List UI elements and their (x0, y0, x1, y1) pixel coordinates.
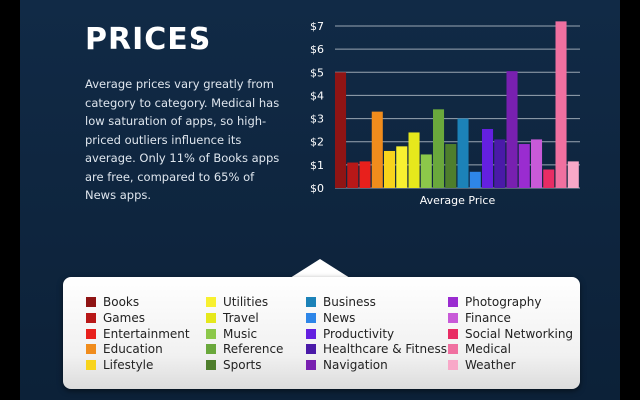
legend-swatch (448, 344, 458, 355)
bar-utilities (396, 146, 408, 188)
legend-swatch (206, 312, 216, 323)
legend-label: Sports (223, 358, 262, 372)
y-tick-label: $0 (310, 182, 324, 195)
legend-item: Travel (206, 311, 259, 325)
bar-sports (445, 144, 457, 188)
legend-label: Productivity (323, 326, 395, 341)
bar-navigation (506, 71, 518, 188)
bar-photography (518, 144, 530, 188)
legend-swatch (86, 344, 96, 355)
legend-swatch (86, 360, 96, 370)
y-tick-label: $2 (310, 136, 324, 149)
bar-news (469, 171, 481, 188)
legend-swatch (306, 328, 316, 339)
legend-item: Sports (206, 358, 261, 372)
y-tick-label: $1 (310, 159, 324, 172)
legend-item: Navigation (306, 358, 388, 372)
bar-reference (433, 109, 445, 188)
bar-business (457, 118, 469, 188)
legend-pointer (290, 259, 350, 278)
y-tick-label: $6 (310, 43, 324, 56)
legend-swatch (86, 297, 96, 307)
legend-item: Medical (448, 342, 511, 356)
bar-books (335, 72, 347, 188)
legend-item: Reference (206, 342, 283, 356)
bar-travel (408, 132, 420, 188)
legend-item: News (306, 311, 355, 325)
legend-item: Music (206, 327, 257, 341)
legend-label: Lifestyle (103, 358, 154, 372)
legend-label: Business (323, 295, 376, 309)
legend-label: Weather (465, 358, 516, 372)
legend-label: Music (223, 326, 258, 341)
legend-swatch (306, 297, 316, 307)
legend-label: Healthcare & Fitness (323, 342, 447, 357)
triangle-right-icon (197, 36, 203, 44)
bar-productivity (482, 128, 494, 188)
legend-swatch (206, 344, 216, 355)
bar-medical (555, 21, 567, 188)
y-tick-label: $4 (310, 89, 324, 102)
description-text: Average prices vary greatly from categor… (85, 77, 280, 202)
bar-education (371, 111, 383, 188)
legend-label: Photography (465, 295, 542, 309)
legend-panel (63, 277, 580, 389)
legend-label: Reference (223, 342, 284, 357)
bar-finance (531, 139, 543, 188)
legend-swatch (306, 360, 316, 370)
y-tick-label: $3 (310, 113, 324, 126)
price-bar-chart: $0 $1 $2 $3 $4 $5 $6 $7 Average Price (310, 20, 580, 207)
legend-label: Education (103, 342, 163, 357)
legend-item: Games (86, 311, 145, 325)
bar-lifestyle (384, 150, 396, 188)
x-axis-label: Average Price (420, 194, 496, 207)
legend-swatch (86, 312, 96, 323)
legend-item: Business (306, 295, 376, 309)
legend-item: Books (86, 295, 139, 309)
legend-swatch (448, 312, 458, 323)
legend-label: Navigation (323, 358, 388, 372)
bar-weather (567, 161, 579, 188)
legend-swatch (448, 297, 458, 307)
page-title: PRICES (85, 22, 212, 57)
legend-label: Social Networking (465, 326, 574, 341)
legend-item: Social Networking (448, 327, 573, 341)
legend-swatch (306, 312, 316, 323)
legend-label: News (323, 310, 356, 325)
legend-swatch (206, 360, 216, 370)
bar-social-networking (543, 169, 555, 188)
legend-item: Healthcare & Fitness (306, 342, 447, 356)
legend-swatch (86, 328, 96, 339)
legend-label: Finance (465, 310, 511, 325)
legend-item: Productivity (306, 327, 394, 341)
y-tick-label: $7 (310, 20, 324, 33)
legend-item: Lifestyle (86, 358, 153, 372)
bar-healthcare-fitness (494, 139, 506, 188)
legend-label: Medical (465, 342, 511, 357)
bar-games (347, 162, 359, 188)
legend-item: Weather (448, 358, 516, 372)
bar-music (420, 154, 432, 188)
legend-swatch (306, 344, 316, 355)
legend-label: Travel (223, 310, 259, 325)
legend-item: Finance (448, 311, 511, 325)
legend-swatch (448, 328, 458, 339)
legend-item: Photography (448, 295, 541, 309)
legend-item: Education (86, 342, 163, 356)
legend-swatch (206, 328, 216, 339)
legend-label: Games (103, 310, 145, 325)
legend-swatch (448, 360, 458, 370)
legend-swatch (206, 297, 216, 307)
legend-item: Entertainment (86, 327, 190, 341)
legend-label: Utilities (223, 295, 269, 309)
legend-label: Books (103, 295, 140, 309)
y-tick-label: $5 (310, 66, 324, 79)
bar-entertainment (359, 161, 371, 188)
legend-label: Entertainment (103, 326, 190, 341)
legend-item: Utilities (206, 295, 268, 309)
